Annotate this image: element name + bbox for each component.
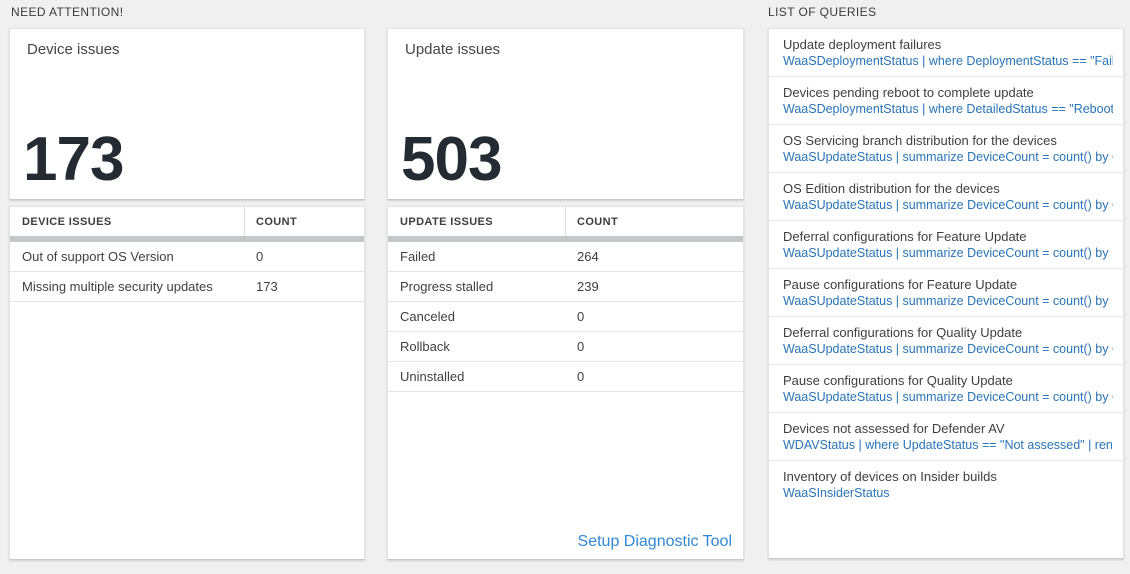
table-row[interactable]: Failed 264: [388, 242, 743, 272]
query-item[interactable]: Deferral configurations for Quality Upda…: [769, 317, 1123, 365]
table-row[interactable]: Uninstalled 0: [388, 362, 743, 392]
query-title: Pause configurations for Feature Update: [783, 277, 1018, 292]
query-text-link[interactable]: WaaSUpdateStatus | summarize DeviceCount…: [783, 150, 1113, 164]
setup-diagnostic-tool-link[interactable]: Setup Diagnostic Tool: [577, 533, 732, 550]
column-header-update-issues: UPDATE ISSUES: [400, 215, 494, 228]
table-row[interactable]: Out of support OS Version 0: [10, 242, 364, 272]
issue-label: Progress stalled: [400, 279, 494, 294]
query-title: Update deployment failures: [783, 37, 942, 52]
query-item[interactable]: OS Edition distribution for the devices …: [769, 173, 1123, 221]
query-text-link[interactable]: WaaSInsiderStatus: [783, 486, 890, 500]
query-title: Devices not assessed for Defender AV: [783, 421, 1005, 436]
table-row[interactable]: Canceled 0: [388, 302, 743, 332]
query-text-link[interactable]: WDAVStatus | where UpdateStatus == "Not …: [783, 438, 1113, 452]
issue-label: Missing multiple security updates: [22, 279, 213, 294]
list-of-queries-heading: LIST OF QUERIES: [768, 5, 877, 19]
query-text-link[interactable]: WaaSDeploymentStatus | where DetailedSta…: [783, 102, 1113, 116]
device-issues-count: 173: [23, 125, 124, 194]
query-item[interactable]: Inventory of devices on Insider builds W…: [769, 461, 1123, 508]
query-item[interactable]: OS Servicing branch distribution for the…: [769, 125, 1123, 173]
query-title: Deferral configurations for Quality Upda…: [783, 325, 1023, 340]
column-header-count: COUNT: [256, 215, 298, 228]
query-item[interactable]: Update deployment failures WaaSDeploymen…: [769, 29, 1123, 77]
table-row[interactable]: Progress stalled 239: [388, 272, 743, 302]
queries-panel: Update deployment failures WaaSDeploymen…: [768, 28, 1124, 559]
query-title: OS Servicing branch distribution for the…: [783, 133, 1057, 148]
issue-count: 239: [577, 279, 599, 294]
column-header-device-issues: DEVICE ISSUES: [22, 215, 112, 228]
query-title: Devices pending reboot to complete updat…: [783, 85, 1034, 100]
table-row[interactable]: Missing multiple security updates 173: [10, 272, 364, 302]
issue-count: 0: [577, 309, 585, 324]
update-table-header: UPDATE ISSUES COUNT: [388, 207, 743, 236]
query-text-link[interactable]: WaaSUpdateStatus | summarize DeviceCount…: [783, 342, 1113, 356]
query-item[interactable]: Devices pending reboot to complete updat…: [769, 77, 1123, 125]
query-item[interactable]: Pause configurations for Feature Update …: [769, 269, 1123, 317]
query-title: Pause configurations for Quality Update: [783, 373, 1013, 388]
table-row[interactable]: Rollback 0: [388, 332, 743, 362]
query-title: Inventory of devices on Insider builds: [783, 469, 997, 484]
update-issues-table: UPDATE ISSUES COUNT Failed 264 Progress …: [387, 206, 744, 560]
issue-label: Out of support OS Version: [22, 249, 174, 264]
query-title: OS Edition distribution for the devices: [783, 181, 1000, 196]
issue-count: 173: [256, 279, 278, 294]
issue-label: Canceled: [400, 309, 455, 324]
query-item[interactable]: Pause configurations for Quality Update …: [769, 365, 1123, 413]
device-issues-tile[interactable]: Device issues 173: [9, 28, 365, 200]
update-issues-title: Update issues: [405, 41, 501, 58]
issue-count: 0: [256, 249, 264, 264]
issue-count: 264: [577, 249, 599, 264]
device-table-header: DEVICE ISSUES COUNT: [10, 207, 364, 236]
column-header-count: COUNT: [577, 215, 619, 228]
query-text-link[interactable]: WaaSUpdateStatus | summarize DeviceCount…: [783, 390, 1113, 404]
device-issues-table: DEVICE ISSUES COUNT Out of support OS Ve…: [9, 206, 365, 560]
query-title: Deferral configurations for Feature Upda…: [783, 229, 1027, 244]
need-attention-heading: NEED ATTENTION!: [11, 5, 124, 19]
device-issues-title: Device issues: [27, 41, 120, 58]
issue-label: Uninstalled: [400, 369, 465, 384]
query-item[interactable]: Deferral configurations for Feature Upda…: [769, 221, 1123, 269]
query-text-link[interactable]: WaaSUpdateStatus | summarize DeviceCount…: [783, 294, 1113, 308]
update-issues-tile[interactable]: Update issues 503: [387, 28, 744, 200]
query-text-link[interactable]: WaaSUpdateStatus | summarize DeviceCount…: [783, 246, 1113, 260]
table-header-divider-bar: [10, 236, 364, 242]
table-header-divider-bar: [388, 236, 743, 242]
update-issues-count: 503: [401, 125, 502, 194]
query-item[interactable]: Devices not assessed for Defender AV WDA…: [769, 413, 1123, 461]
issue-label: Failed: [400, 249, 436, 264]
issue-count: 0: [577, 369, 585, 384]
issue-count: 0: [577, 339, 585, 354]
query-text-link[interactable]: WaaSDeploymentStatus | where DeploymentS…: [783, 54, 1113, 68]
query-text-link[interactable]: WaaSUpdateStatus | summarize DeviceCount…: [783, 198, 1113, 212]
issue-label: Rollback: [400, 339, 450, 354]
